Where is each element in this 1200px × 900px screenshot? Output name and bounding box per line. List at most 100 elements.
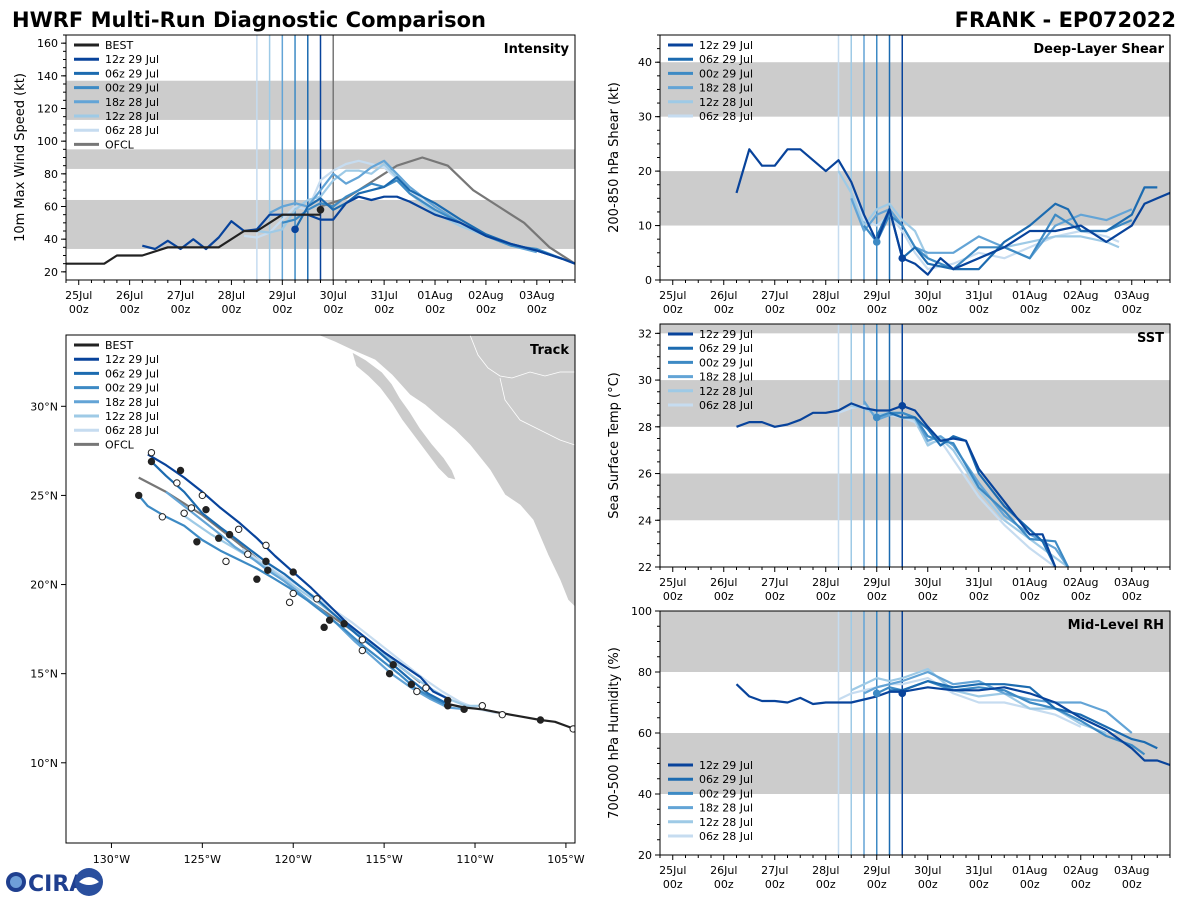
rh-xtick-label-day-3: 28Jul — [812, 864, 839, 877]
mid-level-rh-panel: 25Jul00z26Jul00z27Jul00z28Jul00z29Jul00z… — [607, 605, 1171, 891]
track-marker-21 — [264, 566, 272, 574]
shear-ytick-label-2: 20 — [638, 165, 652, 178]
rh-band-1 — [660, 611, 1170, 672]
rh-ytick-label-0: 20 — [638, 849, 652, 862]
track-marker-11 — [385, 669, 394, 678]
legend-label-18z-28-jul: 18z 28 Jul — [699, 371, 753, 384]
shear-xtick-label-hour-8: 00z — [1071, 303, 1091, 316]
intensity-xtick-label-day-8: 02Aug — [468, 289, 503, 302]
rh-ytick-label-1: 40 — [638, 788, 652, 801]
track-xtick-label-1: 125°W — [184, 853, 221, 866]
shear-xtick-label-day-8: 02Aug — [1063, 289, 1098, 302]
legend-label-12z-28-jul: 12z 28 Jul — [699, 96, 753, 109]
legend-entry-12z-28-jul: 12z 28 Jul — [668, 385, 753, 398]
legend-entry-06z-29-jul: 06z 29 Jul — [668, 773, 753, 786]
sst-series-12z-29-jul — [736, 402, 1057, 567]
intensity-ylabel: 10m Max Wind Speed (kt) — [13, 73, 28, 242]
legend-entry-18z-28-jul: 18z 28 Jul — [668, 371, 753, 384]
legend-entry-12z-28-jul: 12z 28 Jul — [74, 110, 159, 123]
legend-entry-ofcl: OFCL — [74, 138, 135, 151]
sst-xtick-label-day-9: 03Aug — [1114, 576, 1149, 589]
track-marker-9 — [407, 680, 416, 689]
shear-band-1 — [660, 62, 1170, 117]
sst-xtick-label-day-1: 26Jul — [710, 576, 737, 589]
shear-xtick-label-day-6: 31Jul — [965, 289, 992, 302]
sst-xtick-label-hour-6: 00z — [969, 590, 989, 603]
deep-layer-shear-panel: 25Jul00z26Jul00z27Jul00z28Jul00z29Jul00z… — [607, 34, 1171, 316]
legend-entry-06z-29-jul: 06z 29 Jul — [668, 53, 753, 66]
shear-ytick-label-4: 40 — [638, 56, 652, 69]
track-border-line — [469, 335, 575, 379]
intensity-ytick-label-7: 160 — [37, 37, 58, 50]
track-marker-16 — [320, 623, 328, 632]
intensity-xtick-label-day-6: 31Jul — [370, 289, 397, 302]
legend-label-00z-29-jul: 00z 29 Jul — [699, 787, 753, 800]
cira-logo-swirl-icon — [79, 877, 99, 885]
intensity-xtick-label-hour-8: 00z — [476, 303, 496, 316]
legend-entry-06z-28-jul: 06z 28 Jul — [668, 399, 753, 412]
shear-title: Deep-Layer Shear — [1033, 42, 1164, 57]
shear-xtick-label-day-4: 29Jul — [863, 289, 890, 302]
track-marker-17 — [313, 595, 321, 603]
sst-ytick-label-3: 28 — [638, 421, 652, 434]
legend-label-best: BEST — [105, 339, 133, 352]
intensity-xtick-label-hour-3: 00z — [222, 303, 242, 316]
shear-xtick-label-hour-6: 00z — [969, 303, 989, 316]
shear-xtick-label-day-2: 27Jul — [761, 289, 788, 302]
track-xtick-label-0: 130°W — [93, 853, 130, 866]
shear-xtick-label-hour-5: 00z — [918, 303, 938, 316]
rh-xtick-label-hour-9: 00z — [1122, 878, 1142, 891]
intensity-xtick-label-hour-2: 00z — [171, 303, 191, 316]
legend-entry-ofcl: OFCL — [74, 438, 135, 451]
legend-entry-06z-28-jul: 06z 28 Jul — [668, 830, 753, 843]
legend-label-18z-28-jul: 18z 28 Jul — [699, 802, 753, 815]
legend-entry-best: BEST — [74, 39, 133, 52]
legend-label-06z-29-jul: 06z 29 Jul — [699, 342, 753, 355]
rh-xtick-label-hour-7: 00z — [1020, 878, 1040, 891]
track-marker-32 — [193, 538, 201, 546]
shear-ytick-label-1: 10 — [638, 220, 652, 233]
intensity-xtick-label-hour-9: 00z — [527, 303, 547, 316]
intensity-xtick-label-hour-0: 00z — [69, 303, 89, 316]
track-marker-23 — [262, 541, 270, 550]
legend-entry-12z-29-jul: 12z 29 Jul — [668, 39, 753, 52]
intensity-marker-1 — [316, 205, 325, 214]
legend-label-12z-28-jul: 12z 28 Jul — [105, 410, 159, 423]
legend-entry-18z-28-jul: 18z 28 Jul — [74, 396, 159, 409]
intensity-xtick-label-day-3: 28Jul — [218, 289, 245, 302]
track-xtick-label-2: 120°W — [275, 853, 312, 866]
sst-marker-1 — [898, 401, 907, 410]
track-plot-area — [135, 335, 575, 733]
sst-xtick-label-day-6: 31Jul — [965, 576, 992, 589]
legend-label-06z-28-jul: 06z 28 Jul — [699, 399, 753, 412]
track-series-best — [447, 702, 575, 732]
sst-xtick-label-day-8: 02Aug — [1063, 576, 1098, 589]
rh-marker-0 — [872, 689, 881, 698]
shear-xtick-label-day-0: 25Jul — [659, 289, 686, 302]
rh-xtick-label-hour-1: 00z — [714, 878, 734, 891]
track-marker-8 — [413, 687, 421, 696]
track-xtick-label-5: 105°W — [547, 853, 584, 866]
figure-title: HWRF Multi-Run Diagnostic Comparison — [12, 8, 486, 32]
intensity-xtick-label-day-7: 01Aug — [417, 289, 452, 302]
sst-panel: 25Jul00z26Jul00z27Jul00z28Jul00z29Jul00z… — [607, 323, 1171, 603]
shear-series-12z-29-jul — [735, 148, 1170, 276]
track-ytick-label-0: 10°N — [30, 757, 58, 770]
legend-label-12z-28-jul: 12z 28 Jul — [699, 385, 753, 398]
legend-label-06z-28-jul: 06z 28 Jul — [699, 830, 753, 843]
shear-ytick-label-0: 0 — [645, 274, 652, 287]
legend-entry-06z-28-jul: 06z 28 Jul — [668, 110, 753, 123]
intensity-marker-0 — [291, 225, 299, 234]
intensity-xtick-label-day-9: 03Aug — [519, 289, 554, 302]
legend-entry-best: BEST — [74, 339, 133, 352]
sst-ytick-label-1: 24 — [638, 514, 652, 527]
rh-ytick-label-4: 100 — [631, 605, 652, 618]
legend-label-06z-28-jul: 06z 28 Jul — [105, 124, 159, 137]
intensity-ytick-label-6: 140 — [37, 70, 58, 83]
track-ytick-label-4: 30°N — [30, 400, 58, 413]
legend-entry-06z-29-jul: 06z 29 Jul — [74, 367, 159, 380]
intensity-title: Intensity — [504, 42, 570, 57]
shear-marker-0 — [872, 238, 881, 246]
